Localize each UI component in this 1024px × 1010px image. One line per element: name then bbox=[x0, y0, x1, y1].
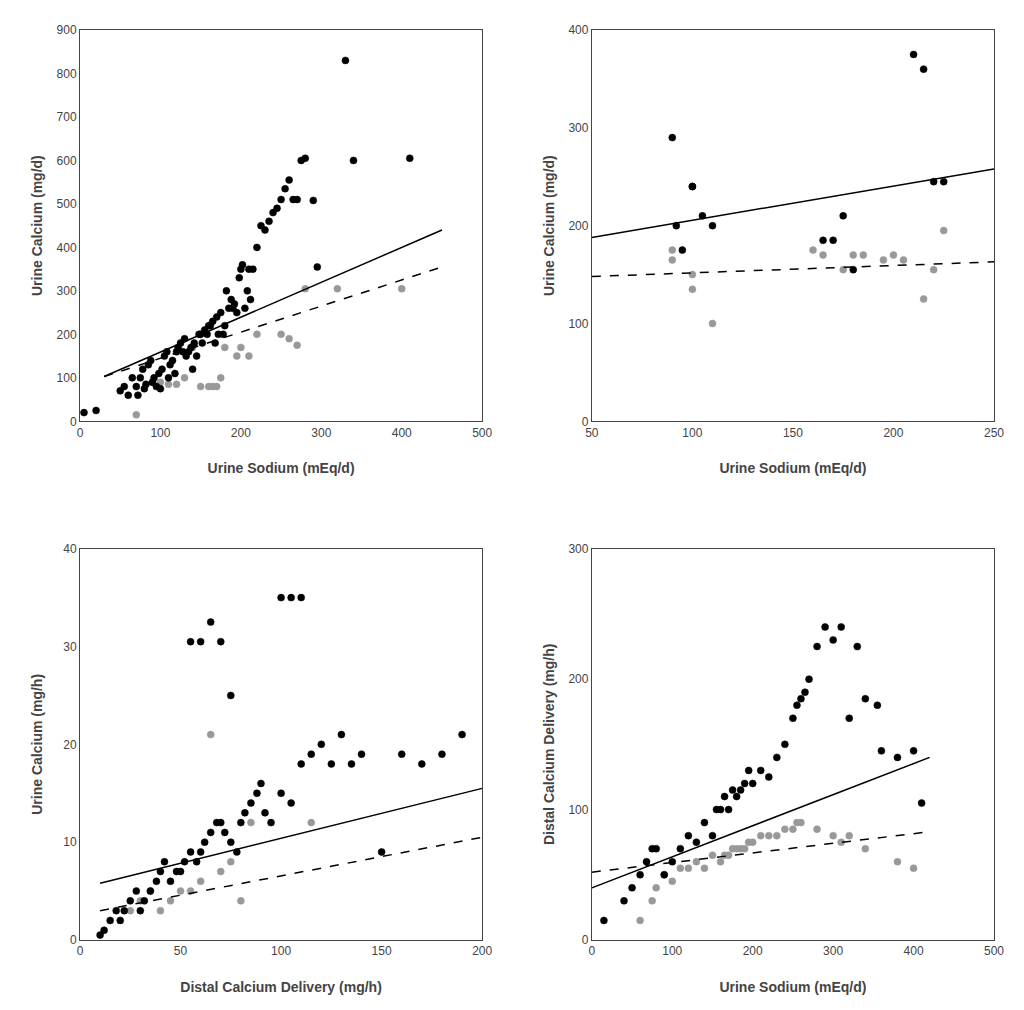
svg-text:40: 40 bbox=[63, 542, 77, 556]
svg-text:400: 400 bbox=[392, 426, 412, 440]
svg-text:0: 0 bbox=[582, 415, 589, 429]
svg-text:200: 200 bbox=[568, 672, 588, 686]
svg-text:100: 100 bbox=[150, 426, 170, 440]
svg-text:600: 600 bbox=[57, 154, 77, 168]
svg-text:500: 500 bbox=[57, 197, 77, 211]
svg-text:400: 400 bbox=[904, 944, 924, 958]
svg-text:500: 500 bbox=[984, 944, 1004, 958]
svg-text:0: 0 bbox=[588, 944, 595, 958]
svg-text:100: 100 bbox=[662, 944, 682, 958]
svg-text:100: 100 bbox=[568, 317, 588, 331]
svg-text:0: 0 bbox=[70, 415, 77, 429]
svg-text:900: 900 bbox=[57, 23, 77, 37]
svg-text:200: 200 bbox=[568, 219, 588, 233]
svg-text:0: 0 bbox=[77, 944, 84, 958]
svg-text:300: 300 bbox=[568, 121, 588, 135]
svg-text:20: 20 bbox=[63, 738, 77, 752]
svg-text:50: 50 bbox=[585, 426, 599, 440]
svg-text:200: 200 bbox=[883, 426, 903, 440]
svg-text:50: 50 bbox=[174, 944, 188, 958]
svg-text:800: 800 bbox=[57, 67, 77, 81]
svg-text:200: 200 bbox=[57, 328, 77, 342]
svg-text:200: 200 bbox=[472, 944, 492, 958]
svg-text:300: 300 bbox=[568, 542, 588, 556]
svg-text:500: 500 bbox=[472, 426, 492, 440]
svg-text:10: 10 bbox=[63, 835, 77, 849]
svg-text:100: 100 bbox=[271, 944, 291, 958]
svg-text:Urine Sodium (mEq/d): Urine Sodium (mEq/d) bbox=[719, 979, 866, 995]
svg-text:150: 150 bbox=[783, 426, 803, 440]
svg-text:100: 100 bbox=[568, 803, 588, 817]
svg-text:300: 300 bbox=[311, 426, 331, 440]
svg-text:Urine Sodium (mEq/d): Urine Sodium (mEq/d) bbox=[208, 460, 355, 476]
svg-text:Urine Sodium (mEq/d): Urine Sodium (mEq/d) bbox=[719, 460, 866, 476]
svg-text:0: 0 bbox=[70, 933, 77, 947]
svg-text:Distal Calcium Delivery (mg/h): Distal Calcium Delivery (mg/h) bbox=[180, 979, 382, 995]
svg-text:400: 400 bbox=[568, 23, 588, 37]
svg-text:400: 400 bbox=[57, 241, 77, 255]
svg-text:300: 300 bbox=[823, 944, 843, 958]
svg-text:Urine Calcium (mg/h): Urine Calcium (mg/h) bbox=[29, 674, 45, 815]
svg-text:Urine Calcium (mg/d): Urine Calcium (mg/d) bbox=[29, 155, 45, 296]
svg-text:100: 100 bbox=[57, 371, 77, 385]
svg-text:100: 100 bbox=[682, 426, 702, 440]
svg-text:Urine Calcium (mg/d): Urine Calcium (mg/d) bbox=[541, 155, 557, 296]
svg-text:0: 0 bbox=[582, 933, 589, 947]
svg-text:150: 150 bbox=[372, 944, 392, 958]
svg-text:200: 200 bbox=[743, 944, 763, 958]
svg-text:700: 700 bbox=[57, 110, 77, 124]
svg-text:250: 250 bbox=[984, 426, 1004, 440]
svg-text:200: 200 bbox=[231, 426, 251, 440]
svg-text:Distal Calcium Delivery (mg/h): Distal Calcium Delivery (mg/h) bbox=[541, 644, 557, 846]
svg-text:0: 0 bbox=[77, 426, 84, 440]
svg-text:30: 30 bbox=[63, 640, 77, 654]
svg-text:300: 300 bbox=[57, 284, 77, 298]
